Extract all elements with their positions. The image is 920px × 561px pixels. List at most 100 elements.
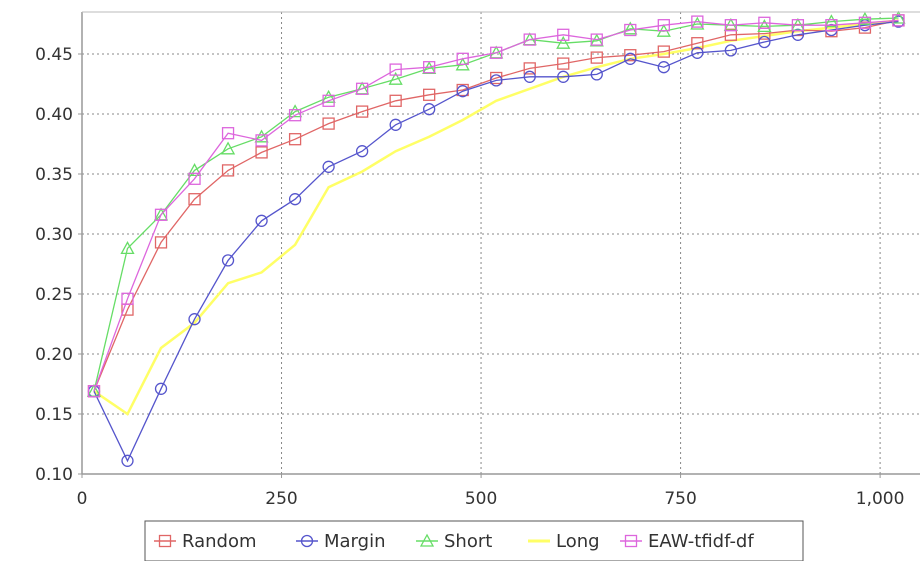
data-point: [288, 193, 302, 206]
data-point: [624, 49, 637, 62]
legend-label: Random: [182, 531, 257, 552]
data-point: [287, 104, 303, 118]
data-point: [657, 19, 670, 32]
data-point: [758, 35, 771, 49]
data-point: [791, 19, 805, 32]
series-line: [93, 20, 899, 463]
legend-marker: [300, 534, 314, 548]
y-tick-label: 0.10: [35, 465, 73, 485]
y-tick-label: 0.30: [35, 225, 73, 245]
data-point: [355, 82, 369, 95]
data-point: [557, 28, 570, 41]
legend-label: Long: [556, 531, 600, 552]
x-tick-label: 250: [265, 489, 297, 509]
series-line: [93, 19, 899, 392]
data-point: [389, 118, 402, 131]
data-point: [523, 62, 536, 75]
data-point: [892, 14, 905, 27]
data-point: [824, 14, 839, 28]
data-point: [154, 208, 168, 221]
data-point: [691, 37, 704, 50]
data-point: [255, 214, 268, 227]
data-point: [556, 35, 571, 49]
data-point: [490, 46, 503, 59]
data-point: [456, 85, 469, 98]
data-point: [523, 33, 536, 46]
y-tick-label: 0.15: [35, 405, 73, 425]
legend-marker: [158, 534, 172, 548]
grid-lines: [82, 12, 920, 475]
data-point: [623, 21, 638, 35]
x-tick-label: 500: [465, 489, 497, 509]
data-point: [624, 23, 637, 37]
legend-label: EAW-tfidf-df: [648, 531, 754, 552]
y-tick-label: 0.40: [35, 105, 73, 125]
data-point: [120, 241, 135, 255]
legend-marker: [624, 534, 638, 548]
data-point: [691, 15, 704, 28]
data-point: [389, 94, 402, 107]
data-point: [590, 33, 603, 46]
data-point: [121, 454, 134, 467]
data-point: [490, 74, 503, 87]
data-point: [624, 52, 637, 65]
data-point: [758, 16, 771, 29]
data-point: [456, 52, 469, 65]
x-tick-label: 0: [77, 489, 88, 509]
data-point: [188, 172, 201, 185]
tick-labels: 0.10 0.15 0.20 0.25 0.30 0.35 0.40 0.45 0 250 500 7…: [35, 45, 904, 509]
data-point: [154, 236, 168, 249]
y-tick-label: 0.35: [35, 165, 73, 185]
data-point: [255, 134, 268, 147]
data-point: [255, 146, 268, 159]
data-point: [389, 63, 402, 76]
data-point: [188, 313, 201, 326]
data-point: [557, 70, 570, 83]
data-point: [523, 70, 536, 83]
data-point: [724, 28, 738, 41]
data-point: [154, 382, 168, 395]
data-point: [791, 28, 805, 41]
data-point: [121, 292, 134, 305]
data-point: [590, 68, 603, 81]
legend-label: Short: [444, 531, 492, 552]
data-point: [757, 19, 772, 33]
data-point: [691, 46, 704, 59]
axes: [78, 11, 920, 478]
data-point: [355, 105, 369, 118]
series-layer: [86, 10, 906, 467]
data-point: [322, 94, 335, 107]
data-point: [188, 193, 201, 206]
series-line: [93, 19, 899, 392]
legend-marker: [419, 533, 435, 547]
y-tick-label: 0.45: [35, 45, 73, 65]
data-point: [857, 11, 873, 25]
data-point: [322, 160, 335, 173]
data-point: [657, 61, 670, 74]
x-tick-label: 1,000: [856, 489, 905, 509]
legend: Random Margin Short Long EAW-tfidf-df: [144, 520, 804, 561]
data-point: [254, 129, 269, 143]
data-point: [388, 71, 403, 85]
data-point: [288, 109, 302, 122]
plot-background: [82, 12, 920, 474]
data-point: [590, 51, 603, 64]
data-point: [825, 19, 838, 32]
data-point: [891, 10, 906, 24]
data-point: [221, 127, 235, 140]
data-point: [557, 57, 570, 70]
data-point: [657, 45, 670, 58]
legend-label: Margin: [324, 531, 385, 552]
data-point: [321, 89, 336, 103]
data-point: [187, 163, 202, 177]
data-point: [724, 19, 738, 32]
data-point: [724, 44, 738, 57]
data-point: [589, 33, 604, 47]
data-point: [423, 61, 436, 74]
data-point: [221, 254, 235, 267]
y-tick-label: 0.25: [35, 285, 73, 305]
y-tick-label: 0.20: [35, 345, 73, 365]
legend-box: [144, 520, 804, 561]
data-point: [858, 16, 872, 29]
